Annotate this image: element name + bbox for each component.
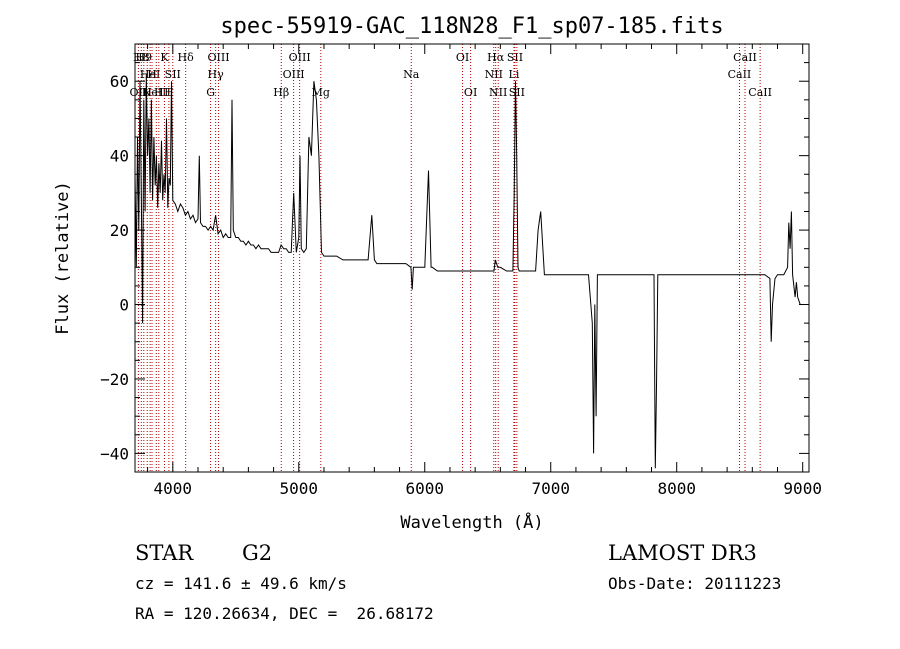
line-marker-label: H — [164, 86, 174, 99]
object-subclass: G2 — [242, 541, 273, 565]
line-marker-label: OIII — [283, 68, 305, 81]
line-marker-label: OIII — [207, 51, 229, 64]
line-marker-label: Hγ — [208, 68, 225, 81]
plot-frame — [134, 43, 810, 473]
line-marker-label: OII — [130, 86, 148, 99]
line-marker-label: Li — [509, 68, 520, 81]
line-marker-label: H8 — [133, 51, 150, 64]
x-tick-label: 9000 — [783, 479, 822, 498]
y-axis-label: Flux (relative) — [53, 181, 73, 335]
observation-date: Obs-Date: 20111223 — [608, 574, 782, 593]
line-marker-label: NII — [485, 68, 503, 81]
survey-name: LAMOST DR3 — [608, 541, 757, 565]
spectrum-chart: spec-55919-GAC_118N28_F1_sp07-185.fits O… — [53, 14, 822, 533]
sky-coordinates: RA = 120.26634, DEC = 26.68172 — [135, 604, 434, 623]
y-tick-label: 40 — [110, 147, 129, 166]
y-tick-label: 60 — [110, 72, 129, 91]
x-tick-label: 8000 — [657, 479, 696, 498]
y-tick-label: −20 — [100, 370, 129, 389]
line-marker-label: Hα — [487, 51, 505, 64]
x-tick-label: 4000 — [154, 479, 193, 498]
chart-title: spec-55919-GAC_118N28_F1_sp07-185.fits — [220, 14, 723, 39]
object-class: STAR — [135, 541, 194, 565]
y-tick-label: −40 — [100, 444, 129, 463]
y-tick-label: 0 — [119, 296, 129, 315]
x-tick-label: 7000 — [531, 479, 570, 498]
spectrum-line — [134, 73, 803, 469]
line-marker-label: Na — [403, 68, 420, 81]
line-marker-label: SII — [165, 68, 181, 81]
line-marker-label: CaII — [748, 86, 772, 99]
x-axis: 4000 5000 6000 7000 8000 9000 — [147, 44, 822, 498]
line-marker-label: Hδ — [178, 51, 195, 64]
line-marker-label: SII — [509, 86, 525, 99]
line-marker-label: NeIII — [142, 86, 171, 99]
x-tick-label: 5000 — [280, 479, 319, 498]
line-marker-label: CaII — [733, 51, 757, 64]
y-axis: −40 −20 0 20 40 60 — [100, 43, 809, 463]
line-markers: OIIH8H9HHeIHNeIIIHKHSIIHδGHγOIIIHβOIIIOI… — [130, 44, 772, 472]
line-marker-label: K — [160, 51, 169, 64]
line-marker-label: G — [206, 86, 215, 99]
line-marker-label: OIII — [289, 51, 311, 64]
line-marker-label: SII — [507, 51, 523, 64]
line-marker-label: H — [142, 86, 152, 99]
line-marker-label: HeI — [140, 68, 160, 81]
line-marker-label: H — [147, 68, 157, 81]
line-marker-label: Hβ — [273, 86, 289, 99]
line-marker-label: OI — [464, 86, 477, 99]
x-tick-label: 6000 — [405, 479, 444, 498]
redshift-velocity: cz = 141.6 ± 49.6 km/s — [135, 574, 347, 593]
y-tick-label: 20 — [110, 221, 129, 240]
x-axis-label: Wavelength (Å) — [400, 511, 543, 533]
line-marker-label: OI — [456, 51, 469, 64]
line-marker-label: H — [154, 86, 164, 99]
line-marker-label: NII — [489, 86, 507, 99]
line-marker-label: H9 — [136, 51, 153, 64]
line-marker-label: CaII — [728, 68, 752, 81]
